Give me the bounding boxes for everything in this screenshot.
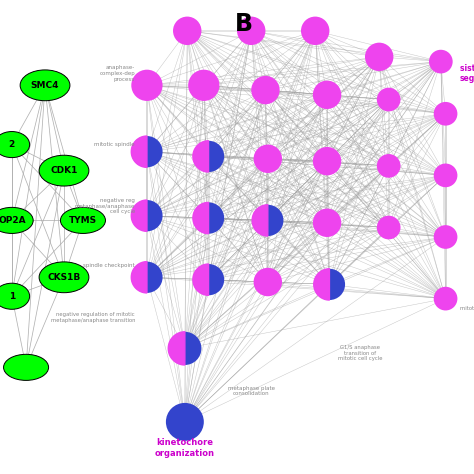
Ellipse shape	[39, 155, 89, 186]
Ellipse shape	[39, 262, 89, 293]
Circle shape	[131, 262, 163, 293]
Circle shape	[434, 225, 457, 249]
Text: B: B	[235, 12, 253, 36]
Polygon shape	[252, 205, 268, 236]
Circle shape	[434, 102, 457, 126]
Text: spindle checkpoint: spindle checkpoint	[83, 263, 135, 268]
Text: CKS1B: CKS1B	[47, 273, 81, 282]
Text: negative regulation of mitotic
metaphase/anaphase transition: negative regulation of mitotic metaphase…	[51, 312, 135, 323]
Circle shape	[377, 88, 401, 111]
Circle shape	[254, 268, 282, 296]
Circle shape	[173, 17, 201, 45]
Ellipse shape	[0, 283, 29, 310]
Text: kinetochore
organization: kinetochore organization	[155, 438, 215, 457]
Circle shape	[193, 202, 224, 234]
Text: 2: 2	[9, 140, 15, 149]
Ellipse shape	[20, 70, 70, 101]
Circle shape	[131, 70, 163, 101]
Text: CDK1: CDK1	[50, 166, 78, 175]
Circle shape	[252, 205, 283, 236]
Ellipse shape	[60, 208, 105, 234]
Polygon shape	[131, 200, 147, 231]
Ellipse shape	[0, 208, 33, 234]
Circle shape	[168, 332, 201, 365]
Text: OP2A: OP2A	[0, 216, 26, 225]
Text: sister c
segre: sister c segre	[460, 64, 474, 83]
Circle shape	[193, 141, 224, 172]
Text: metaphase plate
consolidation: metaphase plate consolidation	[228, 386, 275, 396]
Text: SMC4: SMC4	[31, 81, 59, 90]
Circle shape	[314, 269, 345, 300]
Circle shape	[377, 154, 401, 178]
Polygon shape	[193, 202, 209, 234]
Polygon shape	[193, 141, 209, 172]
Circle shape	[313, 81, 341, 109]
Circle shape	[251, 76, 280, 104]
Circle shape	[313, 209, 341, 237]
Text: mitotic spindle: mitotic spindle	[94, 142, 135, 147]
Text: anaphase-
complex-dep
process: anaphase- complex-dep process	[100, 65, 135, 82]
Circle shape	[313, 147, 341, 175]
Polygon shape	[131, 136, 147, 167]
Circle shape	[254, 145, 282, 173]
Circle shape	[166, 403, 204, 441]
Circle shape	[131, 200, 163, 231]
Circle shape	[434, 287, 457, 310]
Circle shape	[377, 216, 401, 239]
Text: G1/S anaphase
transition of
mitotic cell cycle: G1/S anaphase transition of mitotic cell…	[338, 345, 383, 362]
Circle shape	[429, 50, 453, 73]
Polygon shape	[131, 262, 147, 293]
Polygon shape	[314, 269, 329, 300]
Circle shape	[193, 264, 224, 295]
Circle shape	[237, 17, 265, 45]
Text: negative reg
metaphase/anaphase
cell cycle: negative reg metaphase/anaphase cell cyc…	[75, 198, 135, 215]
Ellipse shape	[0, 132, 29, 158]
Circle shape	[434, 164, 457, 187]
Circle shape	[131, 136, 163, 167]
Circle shape	[188, 70, 219, 101]
Circle shape	[365, 43, 393, 71]
Text: 1: 1	[9, 292, 15, 301]
Polygon shape	[168, 332, 185, 365]
Circle shape	[301, 17, 329, 45]
Ellipse shape	[3, 355, 49, 380]
Polygon shape	[193, 264, 209, 295]
Text: mitotic sister chrom: mitotic sister chrom	[460, 306, 474, 310]
Text: TYMS: TYMS	[69, 216, 97, 225]
